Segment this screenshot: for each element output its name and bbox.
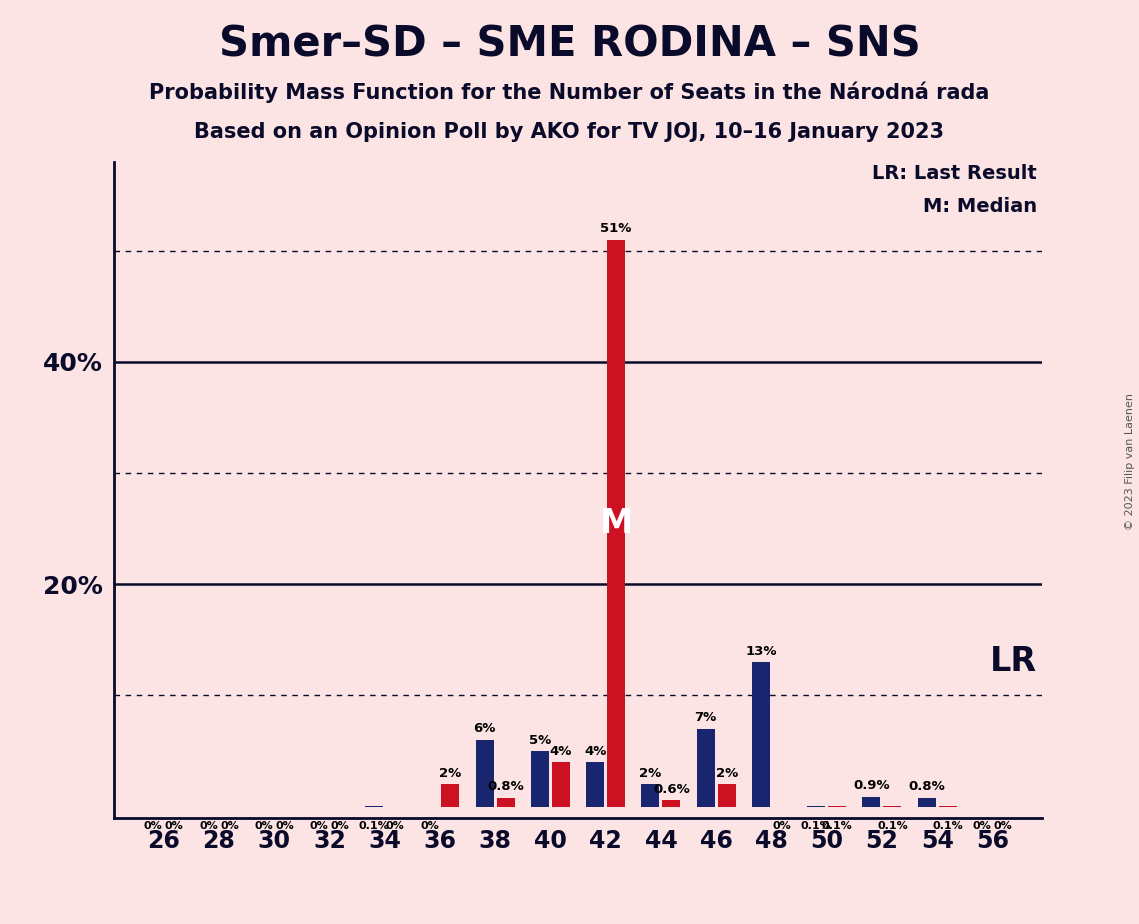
Text: 0%: 0% [330,821,350,831]
Bar [752,663,770,807]
Bar [552,762,570,807]
Text: M: M [599,506,633,540]
Text: 7%: 7% [695,711,716,724]
Text: 0%: 0% [199,821,218,831]
Text: 0%: 0% [772,821,792,831]
Bar [497,797,515,807]
Bar [531,751,549,807]
Bar [939,806,957,807]
Text: 0.1%: 0.1% [359,821,390,831]
Text: Based on an Opinion Poll by AKO for TV JOJ, 10–16 January 2023: Based on an Opinion Poll by AKO for TV J… [195,122,944,142]
Bar [663,800,680,807]
Text: 0%: 0% [165,821,183,831]
Text: 5%: 5% [528,734,551,747]
Text: © 2023 Filip van Laenen: © 2023 Filip van Laenen [1125,394,1134,530]
Text: 0%: 0% [310,821,328,831]
Bar [442,784,459,807]
Bar [718,784,736,807]
Text: 0.1%: 0.1% [822,821,853,831]
Text: 4%: 4% [584,745,606,758]
Text: 0.1%: 0.1% [801,821,831,831]
Text: 13%: 13% [745,645,777,658]
Text: Smer–SD – SME RODINA – SNS: Smer–SD – SME RODINA – SNS [219,23,920,65]
Text: 0.1%: 0.1% [933,821,964,831]
Text: 2%: 2% [440,767,461,780]
Text: 0%: 0% [386,821,404,831]
Text: Probability Mass Function for the Number of Seats in the Národná rada: Probability Mass Function for the Number… [149,81,990,103]
Text: 51%: 51% [600,222,632,235]
Bar [641,784,659,807]
Bar [862,796,880,807]
Bar [587,762,604,807]
Text: 0%: 0% [220,821,239,831]
Bar [476,740,493,807]
Text: 0.9%: 0.9% [853,779,890,792]
Text: 0%: 0% [973,821,991,831]
Text: LR: Last Result: LR: Last Result [872,164,1036,183]
Text: 0.6%: 0.6% [653,783,690,796]
Bar [366,806,383,807]
Bar [918,797,935,807]
Text: 0%: 0% [276,821,294,831]
Text: 2%: 2% [639,767,662,780]
Bar [828,806,846,807]
Bar [884,806,901,807]
Text: 0%: 0% [254,821,273,831]
Text: 0.8%: 0.8% [908,780,945,794]
Text: 0.8%: 0.8% [487,780,524,794]
Text: LR: LR [990,645,1036,678]
Text: 0%: 0% [420,821,439,831]
Text: 2%: 2% [715,767,738,780]
Text: M: Median: M: Median [923,198,1036,216]
Text: 6%: 6% [474,723,495,736]
Bar [697,729,714,807]
Bar [808,806,825,807]
Text: 0.1%: 0.1% [877,821,908,831]
Text: 4%: 4% [550,745,572,758]
Bar [607,239,625,807]
Text: 0%: 0% [993,821,1013,831]
Text: 0%: 0% [144,821,163,831]
